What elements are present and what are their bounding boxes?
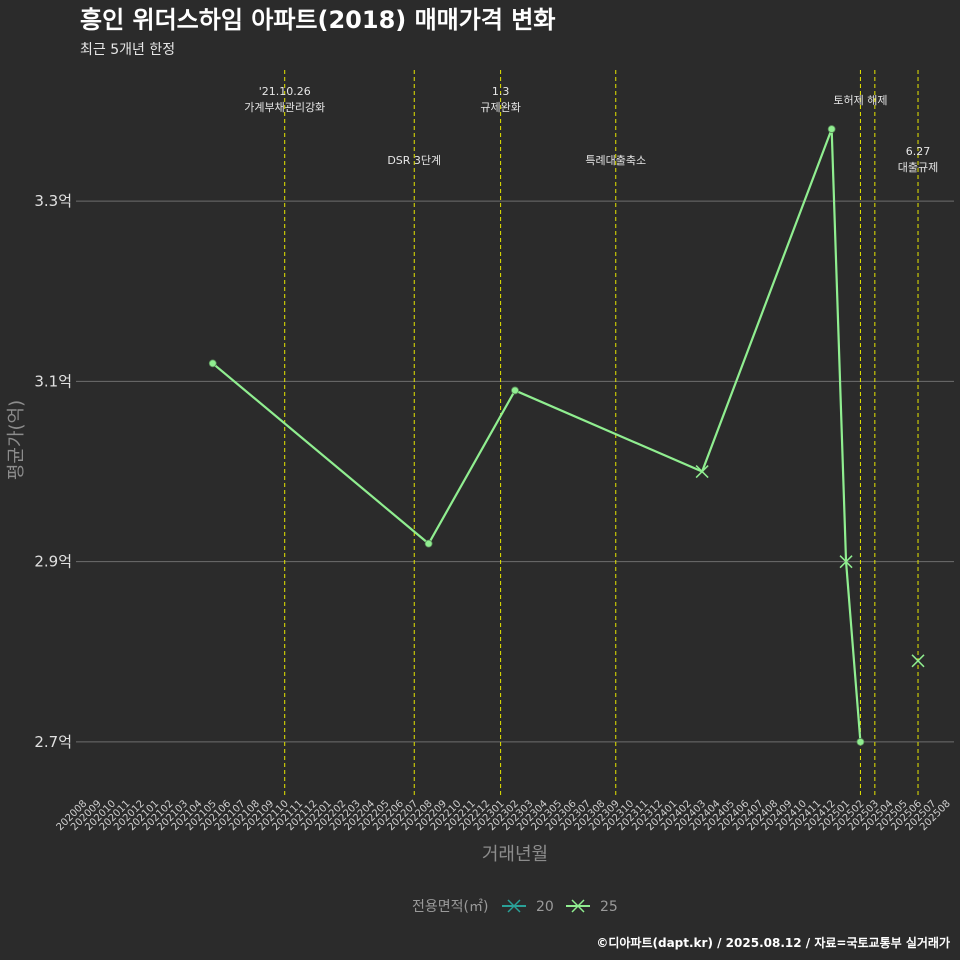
y-tick-label: 3.3억 bbox=[34, 192, 72, 210]
event-label: 특례대출축소 bbox=[585, 154, 646, 167]
event-label: 대출규제 bbox=[898, 161, 938, 174]
data-point bbox=[424, 539, 433, 548]
legend: 전용면적(㎡) 20 25 bbox=[412, 899, 618, 915]
legend-label: 25 bbox=[600, 899, 618, 915]
data-point bbox=[856, 738, 865, 746]
event-label: 규제완화 bbox=[480, 101, 520, 114]
legend-title: 전용면적(㎡) bbox=[412, 899, 488, 915]
grid-lines bbox=[76, 200, 954, 743]
y-tick-label: 2.9억 bbox=[34, 553, 72, 571]
legend-swatch-x bbox=[507, 899, 521, 913]
event-label: 가계부채관리강화 bbox=[244, 101, 325, 114]
chart-caption: ©디아파트(dapt.kr) / 2025.08.12 / 자료=국토교통부 실… bbox=[596, 935, 950, 950]
data-point bbox=[827, 125, 836, 133]
y-tick-label: 2.7억 bbox=[34, 733, 72, 751]
series-line bbox=[212, 128, 862, 743]
data-point bbox=[208, 359, 217, 368]
legend-label: 20 bbox=[536, 899, 554, 915]
event-label: DSR 3단계 bbox=[387, 154, 441, 167]
legend-item: 25 bbox=[566, 899, 618, 915]
series-lines bbox=[208, 125, 925, 746]
data-point bbox=[511, 386, 519, 395]
chart-title: 흥인 위더스하임 아파트(2018) 매매가격 변화 bbox=[80, 6, 555, 34]
event-label: '21.10.26 bbox=[259, 85, 311, 98]
data-point-x bbox=[911, 654, 925, 668]
legend-swatch-x bbox=[571, 899, 585, 913]
event-label: 토허제 해제 bbox=[833, 93, 887, 107]
data-point-x bbox=[839, 555, 853, 569]
legend-item: 20 bbox=[502, 899, 554, 915]
event-label: 6.27 bbox=[906, 145, 931, 158]
y-tick-label: 3.1억 bbox=[34, 372, 72, 390]
event-label: 1.3 bbox=[492, 85, 510, 98]
y-axis-title: 평균가(억) bbox=[6, 400, 27, 480]
y-axis: 2.7억 2.9억 3.1억 3.3억 bbox=[34, 192, 72, 751]
chart-subtitle: 최근 5개년 한정 bbox=[80, 42, 175, 58]
data-point-x bbox=[695, 465, 709, 479]
x-axis: 2020082020092020102020112020122021012021… bbox=[55, 798, 953, 833]
x-axis-title: 거래년월 bbox=[482, 844, 548, 865]
